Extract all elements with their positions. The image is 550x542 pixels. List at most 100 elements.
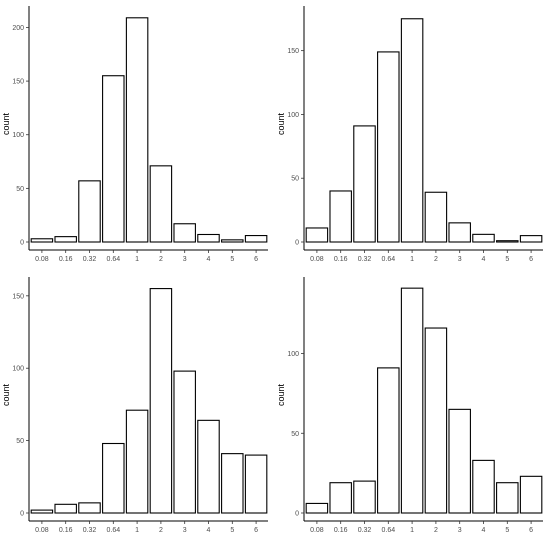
x-tick-label: 0.16 — [334, 256, 348, 263]
chart-panel-bottom-left: count 0 50 100 150 0.08 0.16 0.32 0.64 1 2 3 4 5 6 — [0, 271, 275, 542]
x-tick-label: 0.08 — [310, 527, 324, 534]
bar — [400, 287, 424, 514]
bar — [353, 480, 376, 514]
x-tick-label: 2 — [434, 256, 438, 263]
bar — [519, 235, 543, 243]
y-tick-label: 200 — [12, 25, 24, 32]
x-tick-label: 0.64 — [106, 527, 120, 534]
y-axis-title: count — [1, 383, 11, 406]
x-tick-label: 0.64 — [106, 256, 120, 263]
bar — [305, 227, 329, 243]
bar — [221, 239, 244, 243]
bar — [244, 454, 268, 514]
bar — [400, 18, 424, 243]
bar-chart: count 0 50 100 150 200 0.08 0.16 0.32 0.64 1 2 3 4 5 6 — [1, 6, 268, 263]
x-tick-label: 2 — [434, 527, 438, 534]
bar — [173, 223, 196, 243]
x-tick-label: 5 — [505, 256, 509, 263]
x-tick-label: 0.32 — [83, 256, 97, 263]
y-tick-label: 50 — [291, 176, 299, 183]
bar-chart: count 0 50 100 150 0.08 0.16 0.32 0.64 1 2 3 4 5 6 — [1, 277, 268, 534]
y-tick-label: 0 — [20, 511, 24, 518]
bar — [173, 370, 196, 514]
bar — [353, 125, 376, 243]
x-tick-label: 0.16 — [59, 527, 73, 534]
y-axis-title: count — [276, 383, 286, 406]
bar — [102, 442, 125, 514]
bar — [54, 503, 77, 514]
x-tick-label: 5 — [230, 527, 234, 534]
bar — [149, 288, 173, 514]
bar — [125, 409, 149, 514]
chart-panel-top-right: count 0 50 100 150 0.08 0.16 0.32 0.64 1 2 3 4 5 6 — [275, 0, 550, 271]
bar — [448, 408, 471, 514]
bar — [54, 236, 77, 243]
y-axis-title: count — [276, 112, 286, 135]
x-tick-label: 4 — [482, 256, 486, 263]
y-tick-label: 0 — [295, 240, 299, 247]
x-tick-label: 0.16 — [59, 256, 73, 263]
y-tick-label: 100 — [287, 112, 299, 119]
bar — [305, 502, 329, 514]
y-tick-label: 50 — [16, 186, 24, 193]
x-tick-label: 3 — [183, 256, 187, 263]
y-tick-label: 100 — [12, 366, 24, 373]
y-axis-title: count — [1, 112, 11, 135]
x-tick-label: 6 — [529, 256, 533, 263]
bar — [329, 482, 352, 514]
x-tick-label: 0.08 — [35, 256, 49, 263]
x-tick-label: 0.16 — [334, 527, 348, 534]
y-tick-label: 150 — [12, 293, 24, 300]
bar — [496, 482, 519, 514]
x-tick-label: 5 — [505, 527, 509, 534]
bar — [329, 190, 352, 243]
bar — [30, 509, 54, 514]
x-tick-label: 0.64 — [381, 256, 395, 263]
bar — [197, 233, 220, 243]
x-tick-label: 0.32 — [358, 256, 372, 263]
x-tick-label: 1 — [410, 256, 414, 263]
bar — [30, 238, 54, 243]
bar — [244, 235, 268, 243]
bar — [377, 367, 400, 514]
x-tick-label: 0.64 — [381, 527, 395, 534]
bar — [424, 327, 448, 514]
x-tick-label: 4 — [207, 256, 211, 263]
x-tick-label: 4 — [482, 527, 486, 534]
x-tick-label: 6 — [254, 256, 258, 263]
x-tick-label: 5 — [230, 256, 234, 263]
y-tick-label: 100 — [12, 132, 24, 139]
y-tick-label: 150 — [287, 48, 299, 55]
bar — [496, 240, 519, 243]
bar — [519, 475, 543, 514]
bar — [197, 419, 220, 514]
x-tick-label: 0.08 — [310, 256, 324, 263]
x-tick-label: 1 — [410, 527, 414, 534]
bar — [78, 180, 101, 243]
x-tick-label: 0.32 — [358, 527, 372, 534]
x-tick-label: 0.08 — [35, 527, 49, 534]
y-tick-label: 150 — [12, 79, 24, 86]
y-tick-label: 50 — [291, 431, 299, 438]
y-tick-label: 0 — [20, 240, 24, 247]
x-tick-label: 2 — [159, 256, 163, 263]
bar — [149, 165, 173, 243]
x-tick-label: 6 — [529, 527, 533, 534]
y-tick-label: 0 — [295, 511, 299, 518]
y-tick-label: 50 — [16, 438, 24, 445]
bar — [102, 75, 125, 243]
bar-chart: count 0 50 100 150 0.08 0.16 0.32 0.64 1 2 3 4 5 6 — [276, 6, 543, 263]
x-tick-label: 1 — [135, 256, 139, 263]
x-tick-label: 3 — [183, 527, 187, 534]
x-tick-label: 4 — [207, 527, 211, 534]
bar — [125, 17, 149, 243]
bar — [221, 453, 244, 514]
x-tick-label: 3 — [458, 527, 462, 534]
x-tick-label: 0.32 — [83, 527, 97, 534]
x-tick-label: 3 — [458, 256, 462, 263]
chart-panel-top-left: count 0 50 100 150 200 0.08 0.16 0.32 0.64 1 2 3 4 5 6 — [0, 0, 275, 271]
bar — [448, 222, 471, 243]
bar — [424, 191, 448, 243]
chart-panel-bottom-right: count 0 50 100 0.08 0.16 0.32 0.64 1 2 3 4 5 6 — [275, 271, 550, 542]
bar-chart: count 0 50 100 0.08 0.16 0.32 0.64 1 2 3 4 5 6 — [276, 277, 543, 534]
